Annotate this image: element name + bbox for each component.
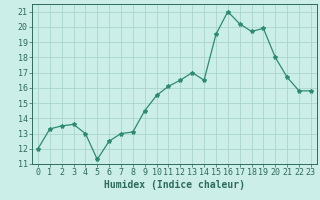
X-axis label: Humidex (Indice chaleur): Humidex (Indice chaleur) bbox=[104, 180, 245, 190]
